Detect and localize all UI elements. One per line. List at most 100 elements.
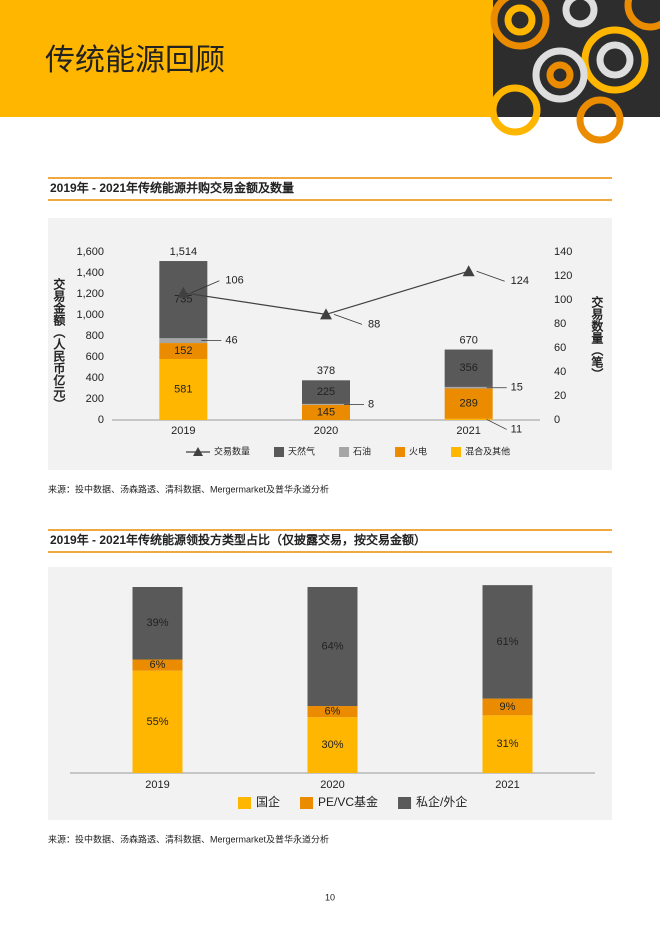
bar-segment — [444, 418, 493, 420]
legend-label: PE/VC基金 — [318, 794, 378, 809]
x-tick-label: 2021 — [456, 425, 480, 437]
source-note: 来源：投中数据、汤森路透、清科数据、Mergermarket及普华永道分析 — [48, 483, 329, 494]
legend-swatch — [451, 447, 462, 457]
legend-label: 混合及其他 — [465, 445, 510, 456]
y-tick-label: 1,600 — [76, 246, 104, 258]
legend-label: 国企 — [256, 794, 280, 809]
page-title: 传统能源回顾 — [45, 44, 225, 77]
data-label: 64% — [321, 640, 343, 652]
y2-tick-label: 80 — [554, 318, 566, 330]
legend-swatch — [274, 447, 285, 457]
bar-segment — [159, 261, 208, 339]
legend-label: 天然气 — [288, 445, 315, 456]
data-label: 6% — [325, 706, 341, 718]
bar-segment — [132, 670, 183, 773]
total-label: 378 — [317, 365, 335, 377]
legend-swatch — [339, 447, 350, 457]
leader-line — [486, 419, 507, 430]
bar-segment — [444, 349, 493, 387]
legend-swatch — [395, 447, 406, 457]
y2-tick-label: 20 — [554, 390, 566, 402]
bar-segment — [159, 358, 208, 420]
bar-segment — [307, 706, 358, 718]
y2-tick-label: 0 — [554, 414, 560, 426]
bar-segment — [132, 659, 183, 671]
bar-segment — [159, 343, 208, 359]
bar-segment — [444, 386, 493, 389]
data-label: 6% — [150, 659, 166, 671]
page-number: 10 — [325, 892, 335, 902]
y-axis-title: 交易金额（人民币亿元） — [52, 277, 66, 410]
data-label: 145 — [317, 406, 335, 418]
y-tick-label: 800 — [86, 330, 104, 342]
bar-segment — [307, 587, 358, 707]
bar-segment — [307, 717, 358, 773]
leader-line — [333, 314, 363, 325]
data-label: 46 — [225, 335, 237, 347]
chart-bg — [48, 218, 612, 470]
leader-line — [191, 280, 220, 294]
data-label: 31% — [496, 738, 518, 750]
chart-title: 2019年 - 2021年传统能源领投方类型占比（仅披露交易，按交易金额） — [50, 532, 426, 547]
y-tick-label: 400 — [86, 372, 104, 384]
bar-segment — [482, 715, 533, 773]
data-label: 15 — [511, 382, 523, 394]
data-label: 61% — [496, 636, 518, 648]
legend-label: 私企/外企 — [416, 794, 467, 809]
header-pattern — [489, 0, 660, 144]
y-tick-label: 0 — [98, 414, 104, 426]
data-label: 225 — [317, 386, 335, 398]
legend-label: 火电 — [409, 445, 427, 456]
total-label: 1,514 — [170, 246, 198, 258]
bar-segment — [302, 404, 350, 420]
bar-segment — [482, 698, 533, 716]
y2-tick-label: 40 — [554, 366, 566, 378]
y2-tick-label: 100 — [554, 294, 572, 306]
bar-segment — [159, 338, 208, 344]
data-label: 106 — [225, 275, 243, 287]
x-tick-label: 2020 — [320, 779, 344, 791]
leader-line — [476, 270, 505, 282]
data-label: 88 — [368, 318, 380, 330]
legend-swatch — [398, 797, 412, 809]
x-tick-label: 2019 — [171, 425, 195, 437]
bar-segment — [482, 585, 533, 699]
x-tick-label: 2019 — [145, 779, 169, 791]
y-tick-label: 200 — [86, 393, 104, 405]
x-tick-label: 2020 — [314, 425, 338, 437]
y-tick-label: 1,200 — [76, 288, 104, 300]
legend-label: 交易数量 — [214, 445, 250, 456]
data-label: 39% — [146, 617, 168, 629]
y-tick-label: 1,400 — [76, 267, 104, 279]
y-tick-label: 1,000 — [76, 309, 104, 321]
bar-segment — [132, 587, 183, 660]
y2-tick-label: 120 — [554, 270, 572, 282]
line-marker — [462, 265, 475, 277]
data-label: 289 — [459, 398, 477, 410]
data-label: 356 — [459, 362, 477, 374]
bar-segment — [444, 388, 493, 419]
y2-tick-label: 140 — [554, 246, 572, 258]
y2-tick-label: 60 — [554, 342, 566, 354]
legend-swatch — [300, 797, 314, 809]
legend-swatch — [238, 797, 251, 809]
bar-segment — [302, 403, 350, 405]
legend-swatch — [193, 447, 203, 456]
line-marker — [320, 308, 332, 320]
source-note: 来源：投中数据、汤森路透、清科数据、Mergermarket及普华永道分析 — [48, 833, 329, 844]
chart-title: 2019年 - 2021年传统能源并购交易金额及数量 — [50, 180, 294, 195]
data-label: 8 — [368, 398, 374, 410]
data-label: 581 — [174, 383, 192, 395]
data-label: 124 — [511, 275, 529, 287]
data-label: 11 — [511, 423, 522, 435]
total-label: 670 — [459, 335, 477, 347]
x-tick-label: 2021 — [495, 779, 519, 791]
bar-segment — [302, 380, 350, 404]
data-label: 55% — [146, 716, 168, 728]
data-label: 9% — [500, 701, 516, 713]
y2-axis-title: 交易数量（笔） — [590, 295, 604, 380]
y-tick-label: 600 — [86, 351, 104, 363]
legend-label: 石油 — [353, 445, 371, 456]
